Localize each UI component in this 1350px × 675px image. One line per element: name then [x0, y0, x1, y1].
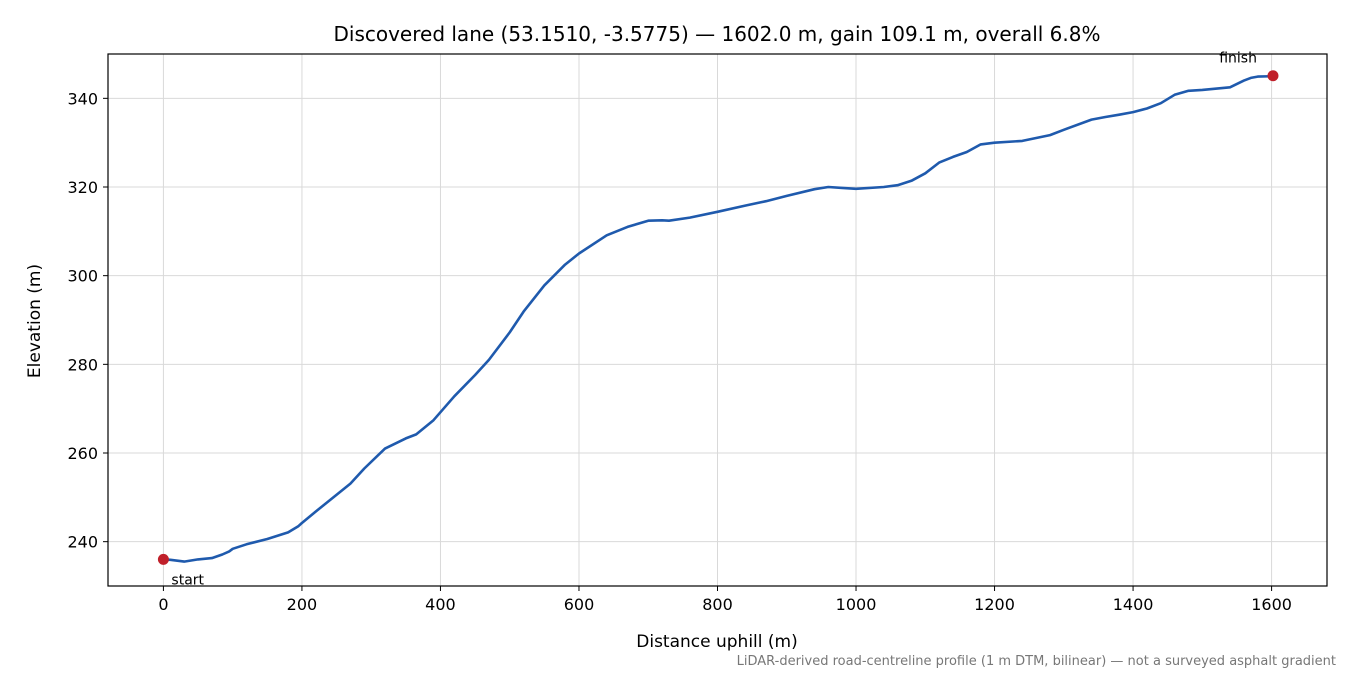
x-tick-label: 200 — [287, 595, 318, 614]
x-tick-label: 800 — [702, 595, 733, 614]
x-tick-label: 1400 — [1113, 595, 1154, 614]
chart-title: Discovered lane (53.1510, -3.5775) — 160… — [333, 22, 1100, 46]
plot-layer: start finish — [157, 51, 1279, 588]
y-tick-label: 340 — [67, 89, 98, 108]
elevation-line — [162, 74, 1275, 563]
y-axis-label: Elevation (m) — [25, 264, 45, 378]
tick-layer: 0 200 400 600 800 1000 1200 1400 1600 240 260 280 30… — [67, 89, 1291, 614]
x-tick-label: 400 — [425, 595, 456, 614]
x-tick-label: 1000 — [836, 595, 877, 614]
x-tick-label: 1200 — [974, 595, 1015, 614]
x-tick-label: 600 — [564, 595, 595, 614]
finish-label: finish — [1219, 51, 1257, 67]
chart-caption: LiDAR-derived road-centreline profile (1… — [737, 654, 1336, 669]
x-tick-label: 0 — [158, 595, 168, 614]
start-label: start — [171, 572, 204, 588]
start-marker — [157, 553, 169, 565]
y-tick-label: 300 — [67, 267, 98, 286]
y-tick-label: 320 — [67, 178, 98, 197]
y-tick-label: 280 — [67, 355, 98, 374]
x-tick-label: 1600 — [1251, 595, 1292, 614]
y-tick-label: 240 — [67, 533, 98, 552]
x-axis-label: Distance uphill (m) — [636, 632, 797, 652]
finish-marker — [1267, 70, 1279, 82]
grid-layer — [108, 54, 1327, 586]
y-tick-label: 260 — [67, 444, 98, 463]
